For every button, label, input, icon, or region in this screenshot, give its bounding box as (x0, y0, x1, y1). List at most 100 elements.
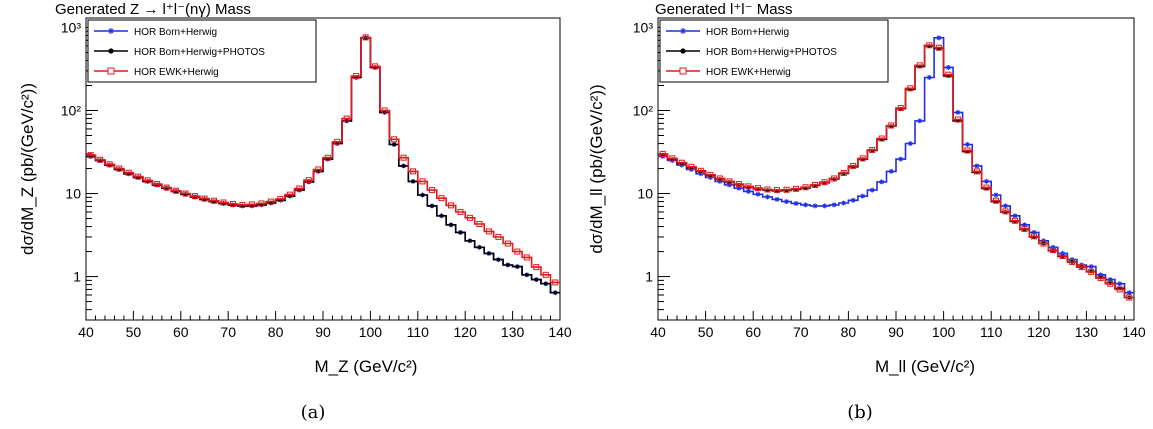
data-point (755, 191, 761, 197)
y-tick-label: 10² (61, 103, 82, 119)
chart-title: Generated Z → l⁺l⁻(nγ) Mass (55, 1, 251, 18)
x-tick-label: 50 (698, 324, 714, 340)
x-tick-label: 130 (501, 324, 525, 340)
data-point (515, 264, 520, 269)
data-point (533, 264, 540, 271)
data-point (935, 44, 942, 51)
y-axis-label: dσ/dM_Z (pb/(GeV/c²)) (18, 83, 37, 255)
data-point (392, 142, 396, 147)
legend-label: HOR EWK+Herwig (706, 67, 791, 78)
x-tick-label: 140 (1122, 324, 1146, 340)
data-point (697, 167, 704, 174)
data-point (116, 165, 123, 172)
data-point (496, 257, 501, 262)
data-point (420, 193, 425, 197)
x-tick-label: 100 (359, 324, 383, 340)
data-point (1012, 217, 1018, 224)
data-point (879, 179, 885, 185)
data-point (125, 169, 132, 176)
data-point (793, 200, 799, 206)
data-point (476, 220, 483, 227)
data-point (793, 185, 800, 192)
legend-marker (679, 67, 687, 75)
data-point (192, 193, 199, 200)
legend: HOR Born+Herwig HOR Born+Herwig+PHOTOS HOR… (659, 19, 889, 83)
data-point (144, 177, 151, 184)
data-point (401, 164, 406, 168)
data-point (878, 135, 885, 142)
data-point (229, 200, 236, 207)
y-tick-label: 10 (65, 186, 81, 202)
panel-label: (a) (301, 402, 326, 423)
data-point (1097, 275, 1104, 282)
data-point (525, 273, 529, 277)
data-point (678, 159, 685, 166)
data-point (754, 185, 761, 192)
data-point (898, 156, 904, 162)
data-point (487, 251, 491, 256)
data-point (457, 208, 464, 215)
data-point (466, 214, 473, 221)
x-tick-label: 90 (315, 324, 331, 340)
data-point (201, 195, 208, 202)
data-point (419, 178, 426, 185)
legend-marker (680, 28, 686, 34)
y-tick-label: 10³ (633, 19, 654, 35)
data-point (523, 254, 530, 261)
data-point (812, 181, 819, 188)
data-point (850, 197, 856, 203)
data-point (716, 175, 723, 182)
x-tick-label: 110 (980, 324, 1003, 340)
data-point (372, 63, 379, 70)
data-point (220, 199, 227, 206)
data-point (1117, 281, 1123, 287)
data-point (888, 122, 895, 129)
data-point (926, 42, 933, 49)
data-point (688, 163, 695, 170)
data-point (286, 191, 293, 198)
x-tick-label: 100 (932, 324, 956, 340)
legend-label: HOR Born+Herwig+PHOTOS (134, 47, 265, 58)
data-point (430, 204, 434, 208)
data-point (860, 193, 866, 199)
data-point (106, 161, 113, 168)
legend: HOR Born+Herwig HOR Born+Herwig+PHOTOS HOR… (87, 19, 317, 83)
data-point (774, 187, 780, 194)
data-point (964, 147, 971, 154)
x-axis-label: M_Z (GeV/c²) (315, 357, 418, 376)
data-point (173, 187, 180, 194)
data-point (745, 183, 752, 190)
series-line (86, 36, 560, 284)
data-point (955, 109, 961, 115)
data-point (964, 141, 970, 147)
data-point (1116, 286, 1123, 293)
data-point (983, 178, 989, 184)
y-tick-label: 10 (637, 186, 653, 202)
chart-panel-b: Generated l⁺l⁻ Mass 40 50 60 70 80 90 100 110 12… (587, 1, 1146, 423)
data-point (869, 187, 875, 193)
data-point (468, 238, 472, 243)
data-point (812, 203, 818, 209)
data-point (735, 181, 742, 188)
data-point (97, 156, 104, 163)
data-point (764, 194, 770, 200)
x-tick-label: 80 (268, 324, 284, 340)
data-point (945, 71, 952, 78)
data-point (1126, 290, 1132, 296)
data-point (449, 223, 453, 227)
data-point (495, 233, 502, 240)
data-point (1002, 203, 1008, 209)
data-point (514, 248, 521, 255)
data-point (859, 155, 866, 162)
data-point (983, 184, 990, 191)
data-point (1022, 222, 1028, 228)
data-point (821, 179, 828, 186)
x-tick-label: 70 (793, 324, 809, 340)
legend-marker (108, 48, 114, 54)
data-point (334, 138, 341, 145)
data-point (438, 195, 445, 202)
data-point (353, 73, 360, 80)
data-point (343, 115, 350, 122)
legend-label: HOR Born+Herwig (706, 27, 789, 38)
